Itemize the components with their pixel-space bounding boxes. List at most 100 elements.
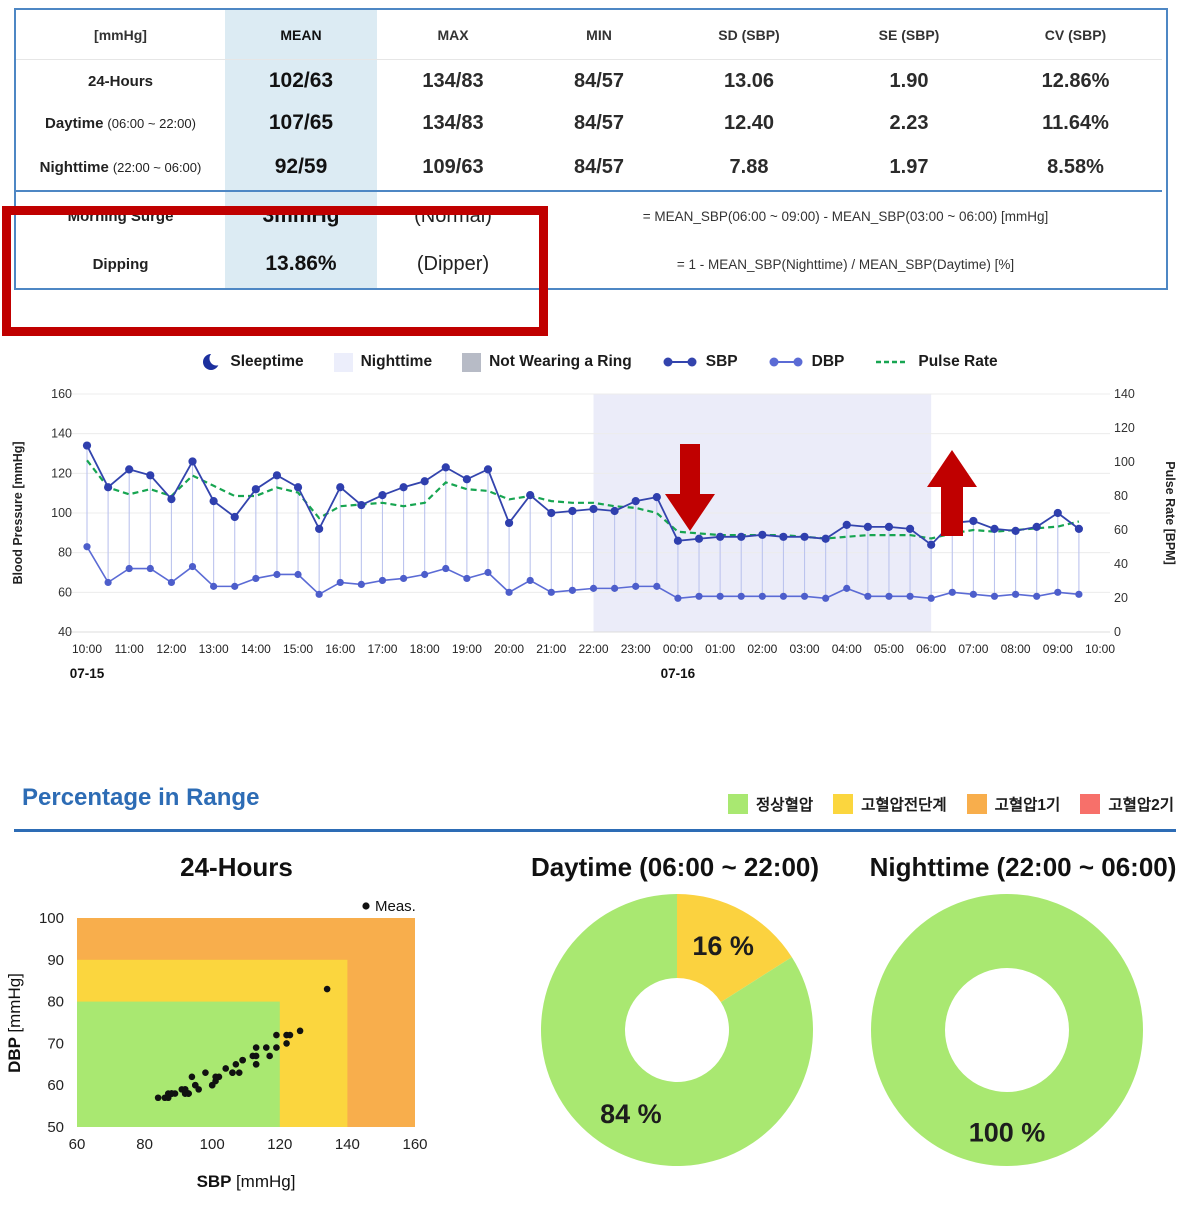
- x-axis-tick: 14:00: [241, 642, 271, 656]
- measurement-point: [323, 985, 331, 993]
- sbp-point: [631, 497, 640, 506]
- x-axis-tick: 11:00: [115, 642, 144, 656]
- measurement-point: [154, 1094, 162, 1102]
- dbp-point: [252, 574, 260, 583]
- sbp-point: [104, 483, 113, 492]
- row-label-nighttime: Nighttime (22:00 ~ 06:00): [39, 158, 202, 176]
- col-header-unit: [mmHg]: [16, 10, 225, 60]
- sbp-point: [884, 522, 894, 531]
- date-label-0715: 07-15: [70, 666, 105, 681]
- left-axis-tick: 100: [51, 506, 72, 520]
- legend-item: Not Wearing a Ring: [462, 352, 632, 372]
- dbp-point: [294, 570, 302, 579]
- dbp-point: [948, 588, 956, 596]
- red-arrow-down: [665, 444, 715, 531]
- nighttime-donut-title: Nighttime (22:00 ~ 06:00): [869, 852, 1177, 882]
- row-label-morning-surge: Morning Surge: [67, 207, 174, 225]
- right-axis-tick: 120: [1114, 421, 1135, 435]
- cell-surge-value: 3mmHg: [225, 192, 377, 240]
- legend-item: Sleeptime: [202, 352, 304, 372]
- dbp-point: [1075, 590, 1083, 598]
- measurement-point: [273, 1044, 280, 1051]
- measurement-point: [252, 1061, 260, 1068]
- measurement-point: [235, 1069, 243, 1076]
- color-swatch-icon: [966, 794, 987, 814]
- x-axis-tick: 17:00: [367, 642, 397, 656]
- left-axis-tick: 140: [51, 427, 72, 441]
- left-axis-tick: 80: [58, 546, 72, 560]
- donut-slice-label: 84 %: [600, 1099, 662, 1129]
- cell-night-sd: 7.88: [729, 155, 769, 178]
- cell-day-max: 134/83: [422, 111, 484, 134]
- col-header-min: MIN: [529, 10, 669, 60]
- range-legend: 정상혈압 고혈압전단계 고혈압1기 고혈압2기: [728, 793, 1174, 815]
- sbp-point: [969, 516, 978, 526]
- cell-surge-status: (Normal): [414, 204, 492, 227]
- sbp-point: [315, 524, 324, 533]
- x-axis-tick: 22:00: [578, 642, 608, 656]
- legend-label: DBP: [811, 353, 845, 370]
- bp-range-region: [77, 1001, 280, 1127]
- measurement-point: [252, 1044, 260, 1051]
- dbp-point: [611, 584, 619, 592]
- right-axis-title: Pulse Rate [BPM]: [1163, 461, 1177, 565]
- dbp-point: [674, 594, 682, 602]
- sbp-line: [86, 445, 1080, 546]
- sbp-point: [293, 483, 303, 492]
- dipping-formula: = 1 - MEAN_SBP(Nighttime) / MEAN_SBP(Day…: [676, 256, 1015, 272]
- dbp-point: [927, 594, 935, 602]
- legend-item: 고혈압전단계: [833, 793, 947, 815]
- x-axis-tick: 19:00: [452, 642, 482, 656]
- sbp-point: [990, 524, 999, 533]
- color-swatch-icon: [1080, 794, 1101, 814]
- sbp-point: [716, 532, 725, 541]
- nighttime-donut-chart: 100 %: [871, 894, 1143, 1166]
- dbp-point: [716, 592, 724, 600]
- cell-night-se: 1.97: [889, 155, 929, 178]
- dbp-point: [167, 578, 176, 587]
- measurement-point: [266, 1052, 273, 1060]
- sbp-point: [779, 532, 788, 541]
- dbp-point: [632, 582, 640, 590]
- dbp-point: [990, 592, 999, 600]
- legend-label: Sleeptime: [230, 353, 304, 370]
- scatter-title: 24-Hours: [180, 852, 293, 882]
- scatter-y-tick: 80: [47, 994, 64, 1011]
- sbp-point: [357, 500, 366, 510]
- dbp-point: [1011, 590, 1020, 598]
- bp-scatter-chart: 60 80 100 120 140 160 50 60 70 80 90 100 SBP [mmHg] D…: [5, 898, 428, 1191]
- sbp-point: [399, 483, 408, 492]
- sbp-point: [589, 504, 598, 514]
- cell-24h-se: 1.90: [889, 69, 929, 92]
- cell-night-max: 109/63: [422, 155, 484, 178]
- sbp-point: [842, 520, 851, 529]
- dbp-point: [442, 564, 450, 573]
- sbp-point: [82, 441, 92, 450]
- measurement-point: [181, 1086, 189, 1093]
- sbp-point: [336, 483, 345, 492]
- scatter-y-tick: 100: [39, 910, 64, 927]
- color-swatch-icon: [833, 794, 854, 814]
- series-marker-icon: [663, 357, 697, 367]
- right-axis-tick: 60: [1114, 523, 1128, 537]
- right-axis-tick: 0: [1114, 625, 1121, 639]
- sbp-point: [568, 506, 577, 516]
- x-axis-tick: 21:00: [536, 642, 566, 656]
- col-header-sd: SD (SBP): [669, 10, 829, 60]
- cell-dipping-value: 13.86%: [225, 240, 377, 288]
- dbp-point: [188, 562, 197, 571]
- left-axis-tick: 40: [58, 625, 72, 639]
- row-label-daytime: Daytime (06:00 ~ 22:00): [45, 114, 196, 132]
- legend-label: 고혈압2기: [1108, 797, 1174, 814]
- sbp-point: [673, 536, 683, 545]
- sbp-point: [737, 532, 746, 541]
- sbp-point: [1032, 522, 1041, 531]
- cell-day-sd: 12.40: [723, 111, 775, 134]
- sbp-point: [441, 463, 450, 472]
- x-axis-tick: 08:00: [1001, 642, 1031, 656]
- donut-slice: [541, 894, 813, 1166]
- dbp-point: [125, 564, 133, 573]
- dbp-point: [843, 584, 851, 592]
- donut-slice: [871, 894, 1143, 1166]
